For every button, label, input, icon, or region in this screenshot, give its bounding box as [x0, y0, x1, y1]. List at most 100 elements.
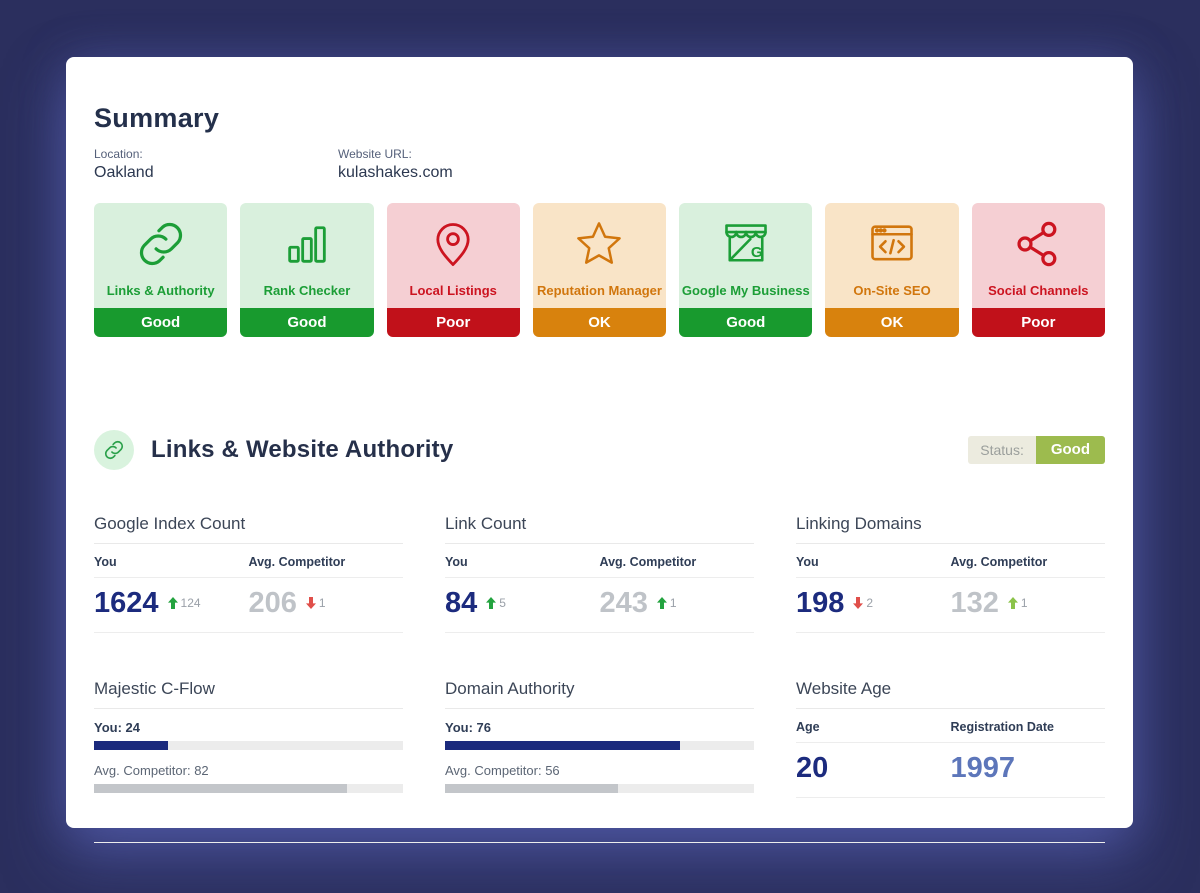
arrow-up-icon	[486, 597, 497, 609]
metric-panel-majestic-cflow: Majestic C-Flow You: 24 Avg. Competitor:…	[94, 679, 403, 798]
card-status-badge: Poor	[386, 308, 520, 337]
report-meta: Location: Oakland Website URL: kulashake…	[94, 147, 1105, 183]
competitor-progress-fill	[94, 784, 348, 793]
page-title: Summary	[94, 103, 220, 133]
delta-indicator: 2	[853, 596, 873, 610]
summary-card-social-channels[interactable]: Social Channels Poor	[971, 203, 1105, 337]
website-meta: Website URL: kulashakes.com	[338, 147, 582, 183]
delta-indicator: 5	[486, 596, 506, 610]
card-status-badge: Good	[679, 308, 813, 337]
share-icon	[1012, 218, 1064, 270]
status-badge-value: Good	[1035, 436, 1105, 464]
section-title: Links & Website Authority	[151, 436, 454, 463]
website-url-value: kulashakes.com	[338, 164, 453, 181]
arrow-up-icon	[656, 597, 667, 609]
card-label: Links & Authority	[106, 283, 215, 298]
card-status-badge: Poor	[971, 308, 1105, 337]
you-bar-label: You: 76	[445, 720, 491, 735]
bottom-divider	[94, 842, 1105, 843]
link-icon	[94, 430, 134, 470]
location-value: Oakland	[94, 164, 154, 181]
delta-indicator: 1	[305, 596, 326, 610]
star-icon	[573, 218, 625, 270]
metric-title: Website Age	[796, 679, 1105, 709]
arrow-up-icon	[167, 597, 178, 609]
competitor-column-header: Avg. Competitor	[599, 555, 697, 569]
delta-value: 124	[180, 596, 201, 610]
metric-title: Linking Domains	[796, 514, 1105, 544]
summary-card-google-my-business[interactable]: G Google My Business Good	[679, 203, 813, 337]
arrow-up-icon	[1007, 597, 1018, 609]
bar-chart-icon	[281, 218, 333, 270]
competitor-progress-bar	[94, 784, 403, 793]
arrow-down-icon	[853, 597, 864, 609]
delta-indicator: 124	[167, 596, 201, 610]
delta-indicator: 1	[1007, 596, 1028, 610]
arrow-down-icon	[305, 597, 316, 609]
you-progress-bar	[445, 741, 754, 750]
card-label: Local Listings	[409, 283, 497, 298]
card-label: Google My Business	[681, 283, 810, 298]
summary-card-rank-checker[interactable]: Rank Checker Good	[240, 203, 374, 337]
metric-panel-website-age: Website Age Age Registration Date 20 199…	[796, 679, 1105, 798]
summary-card-reputation-manager[interactable]: Reputation Manager OK	[532, 203, 667, 337]
card-status-badge: Good	[94, 308, 228, 337]
age-column-header: Age	[796, 720, 820, 734]
summary-card-on-site-seo[interactable]: On-Site SEO OK	[825, 203, 959, 337]
competitor-bar-label: Avg. Competitor: 56	[445, 763, 560, 778]
card-status-badge: OK	[532, 308, 667, 337]
code-window-icon	[866, 218, 918, 270]
card-status-badge: Good	[240, 308, 374, 337]
delta-value: 1	[669, 596, 677, 610]
you-bar-label: You: 24	[94, 720, 140, 735]
card-label: Social Channels	[988, 283, 1089, 298]
map-pin-icon	[427, 218, 479, 270]
link-icon	[135, 218, 187, 270]
location-label: Location:	[94, 147, 143, 161]
storefront-icon: G	[720, 218, 772, 270]
metric-panel-linking-domains: Linking Domains You Avg. Competitor 198 …	[796, 514, 1105, 633]
you-progress-bar	[94, 741, 403, 750]
summary-card-links-authority[interactable]: Links & Authority Good	[94, 203, 228, 337]
delta-value: 2	[866, 596, 874, 610]
metric-title: Domain Authority	[445, 679, 754, 709]
delta-value: 1	[1020, 596, 1028, 610]
summary-cards-row: Links & Authority Good Rank Checker Good	[94, 203, 1105, 337]
card-status-badge: OK	[825, 308, 959, 337]
links-section-header: Links & Website Authority Status: Good	[94, 430, 1105, 470]
you-value: 1624	[94, 587, 159, 619]
registration-date-column-header: Registration Date	[950, 720, 1055, 734]
age-value: 20	[796, 752, 829, 784]
you-value: 198	[796, 587, 845, 619]
you-progress-fill	[94, 741, 169, 750]
status-badge-label: Status:	[968, 436, 1036, 464]
competitor-value: 243	[599, 587, 648, 619]
metric-panel-link-count: Link Count You Avg. Competitor 84 5 243	[445, 514, 754, 633]
competitor-value: 132	[950, 587, 999, 619]
registration-date-value: 1997	[950, 752, 1016, 784]
metric-title: Google Index Count	[94, 514, 403, 544]
competitor-progress-bar	[445, 784, 754, 793]
metric-title: Majestic C-Flow	[94, 679, 403, 709]
delta-indicator: 1	[656, 596, 677, 610]
competitor-column-header: Avg. Competitor	[248, 555, 346, 569]
competitor-bar-label: Avg. Competitor: 82	[94, 763, 209, 778]
card-label: Reputation Manager	[537, 283, 662, 298]
delta-value: 1	[318, 596, 326, 610]
you-value: 84	[445, 587, 478, 619]
status-badge: Status: Good	[968, 436, 1105, 464]
metric-panel-domain-authority: Domain Authority You: 76 Avg. Competitor…	[445, 679, 754, 798]
you-progress-fill	[445, 741, 680, 750]
you-column-header: You	[445, 555, 468, 569]
card-label: On-Site SEO	[853, 283, 931, 298]
svg-text:G: G	[751, 244, 763, 261]
competitor-column-header: Avg. Competitor	[950, 555, 1048, 569]
delta-value: 5	[499, 596, 506, 610]
competitor-progress-fill	[445, 784, 619, 793]
competitor-value: 206	[248, 587, 297, 619]
card-label: Rank Checker	[263, 283, 351, 298]
website-url-label: Website URL:	[338, 147, 412, 161]
summary-card-local-listings[interactable]: Local Listings Poor	[386, 203, 520, 337]
report-panel: Summary Location: Oakland Website URL: k…	[66, 57, 1133, 843]
you-column-header: You	[94, 555, 117, 569]
